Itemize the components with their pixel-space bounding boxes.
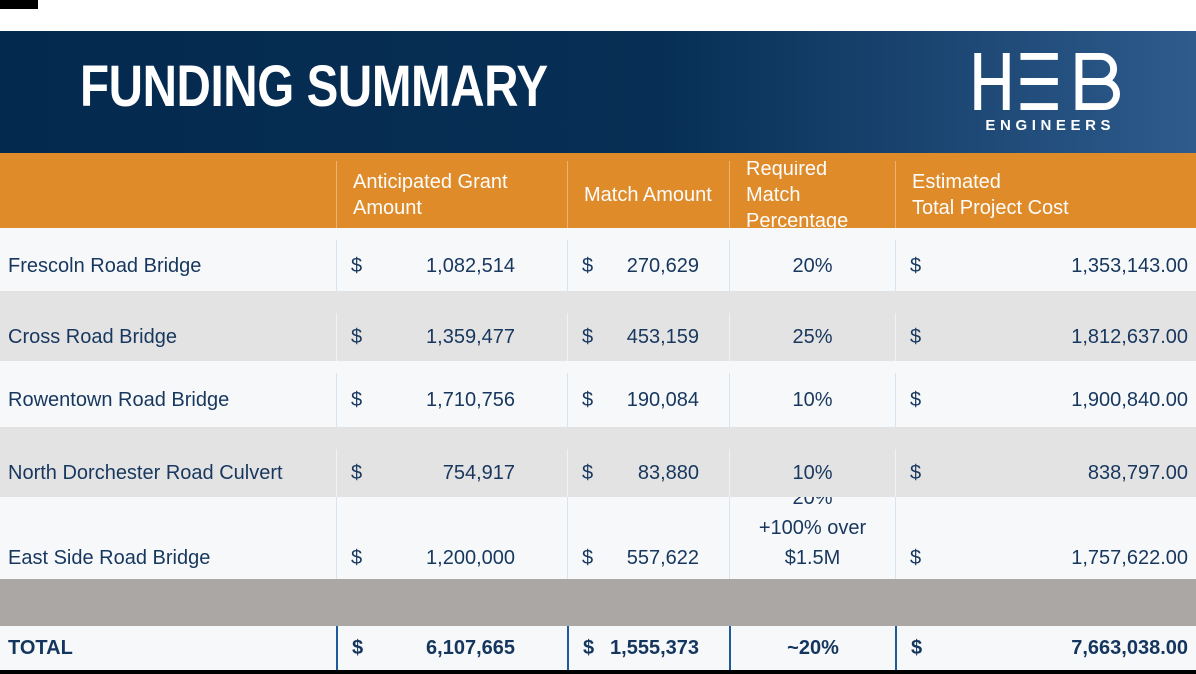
match-percentage-cell: 20% xyxy=(729,240,895,291)
currency-symbol: $ xyxy=(582,326,594,348)
match-amount-value: 190,084 xyxy=(626,389,699,411)
currency-symbol: $ xyxy=(910,254,922,277)
total-cost-value: 1,900,840.00 xyxy=(1071,389,1188,411)
bottom-bar xyxy=(0,670,1196,674)
top-left-mark xyxy=(0,0,38,9)
match-amount-value: 557,622 xyxy=(626,547,699,569)
currency-symbol: $ xyxy=(582,254,594,277)
total-cost-value: 1,353,143.00 xyxy=(1071,254,1188,277)
total-cost-total-value: 7,663,038.00 xyxy=(1071,637,1188,659)
currency-symbol: $ xyxy=(351,254,363,277)
match-amount-cell: $ 83,880 xyxy=(567,449,729,497)
match-percentage-cell: 10% xyxy=(729,449,895,497)
total-cost-cell: $ 1,900,840.00 xyxy=(895,373,1196,427)
total-cost-value: 1,812,637.00 xyxy=(1071,326,1188,348)
grant-amount-value: 1,082,514 xyxy=(426,254,515,277)
grant-amount-value: 754,917 xyxy=(442,462,515,484)
total-cost-cell: $ 1,757,622.00 xyxy=(895,497,1196,579)
funding-table: Anticipated Grant Amount Match Amount Re… xyxy=(0,153,1196,670)
project-name-cell: Cross Road Bridge xyxy=(8,326,177,348)
match-percentage-cell: 20% +100% over $1.5M xyxy=(729,497,895,579)
currency-symbol: $ xyxy=(582,389,594,411)
grant-amount-cell: $ 754,917 xyxy=(336,449,567,497)
heb-logo-icon xyxy=(974,52,1120,110)
column-header-required-match: Required Match Percentage xyxy=(729,161,895,228)
currency-symbol: $ xyxy=(583,637,595,659)
match-percentage-total-cell: ~20% xyxy=(729,626,895,670)
currency-symbol: $ xyxy=(351,389,363,411)
grant-amount-cell: $ 1,359,477 xyxy=(336,313,567,361)
grant-amount-total-cell: $ 6,107,665 xyxy=(336,626,567,670)
total-cost-cell: $ 1,353,143.00 xyxy=(895,240,1196,291)
spacer-row xyxy=(0,579,1196,626)
grant-amount-cell: $ 1,200,000 xyxy=(336,497,567,579)
title-banner: FUNDING SUMMARY ENGINEERS xyxy=(0,31,1196,153)
project-name-cell: East Side Road Bridge xyxy=(8,547,211,569)
currency-symbol: $ xyxy=(582,462,594,484)
total-row: TOTAL $ 6,107,665 $ 1,555,373 ~20% $ 7,6… xyxy=(0,626,1196,670)
grant-amount-cell: $ 1,082,514 xyxy=(336,240,567,291)
table-row: East Side Road Bridge $ 1,200,000 $ 557,… xyxy=(0,497,1196,579)
total-cost-value: 838,797.00 xyxy=(1087,462,1188,484)
table-row: Frescoln Road Bridge $ 1,082,514 $ 270,6… xyxy=(0,228,1196,291)
currency-symbol: $ xyxy=(910,326,922,348)
match-amount-cell: $ 557,622 xyxy=(567,497,729,579)
match-amount-cell: $ 270,629 xyxy=(567,240,729,291)
match-amount-value: 453,159 xyxy=(626,326,699,348)
table-row: Rowentown Road Bridge $ 1,710,756 $ 190,… xyxy=(0,361,1196,427)
table-row: Cross Road Bridge $ 1,359,477 $ 453,159 … xyxy=(0,291,1196,361)
grant-amount-cell: $ 1,710,756 xyxy=(336,373,567,427)
match-amount-total-value: 1,555,373 xyxy=(610,637,699,659)
match-amount-value: 270,629 xyxy=(626,254,699,277)
logo-engineers-text: ENGINEERS xyxy=(985,116,1116,134)
match-amount-cell: $ 453,159 xyxy=(567,313,729,361)
total-cost-total-cell: $ 7,663,038.00 xyxy=(895,626,1196,670)
total-cost-value: 1,757,622.00 xyxy=(1071,547,1188,569)
total-cost-cell: $ 838,797.00 xyxy=(895,449,1196,497)
match-percentage-cell: 25% xyxy=(729,313,895,361)
grant-amount-value: 1,359,477 xyxy=(426,326,515,348)
currency-symbol: $ xyxy=(910,389,922,411)
table-header-row: Anticipated Grant Amount Match Amount Re… xyxy=(0,153,1196,228)
match-amount-value: 83,880 xyxy=(637,462,699,484)
column-header-match-amount: Match Amount xyxy=(567,161,729,228)
total-cost-cell: $ 1,812,637.00 xyxy=(895,313,1196,361)
currency-symbol: $ xyxy=(911,637,923,659)
currency-symbol: $ xyxy=(910,547,922,569)
project-name-cell: North Dorchester Road Culvert xyxy=(8,462,283,484)
project-name-cell: Rowentown Road Bridge xyxy=(8,389,230,411)
column-header-anticipated-grant: Anticipated Grant Amount xyxy=(336,161,567,228)
currency-symbol: $ xyxy=(351,326,363,348)
table-row: North Dorchester Road Culvert $ 754,917 … xyxy=(0,427,1196,497)
match-amount-total-cell: $ 1,555,373 xyxy=(567,626,729,670)
project-name-cell: Frescoln Road Bridge xyxy=(8,254,202,277)
match-amount-cell: $ 190,084 xyxy=(567,373,729,427)
heb-logo: ENGINEERS xyxy=(974,52,1122,134)
total-label-cell: TOTAL xyxy=(8,637,73,659)
currency-symbol: $ xyxy=(351,547,363,569)
grant-amount-value: 1,710,756 xyxy=(426,389,515,411)
currency-symbol: $ xyxy=(582,547,594,569)
top-strip xyxy=(0,0,1196,31)
column-header-blank xyxy=(0,161,336,228)
currency-symbol: $ xyxy=(351,462,363,484)
currency-symbol: $ xyxy=(352,637,364,659)
page-title: FUNDING SUMMARY xyxy=(80,53,548,119)
grant-amount-value: 1,200,000 xyxy=(426,547,515,569)
currency-symbol: $ xyxy=(910,462,922,484)
grant-amount-total-value: 6,107,665 xyxy=(426,637,515,659)
match-percentage-cell: 10% xyxy=(729,373,895,427)
column-header-estimated-cost: Estimated Total Project Cost xyxy=(895,161,1196,228)
